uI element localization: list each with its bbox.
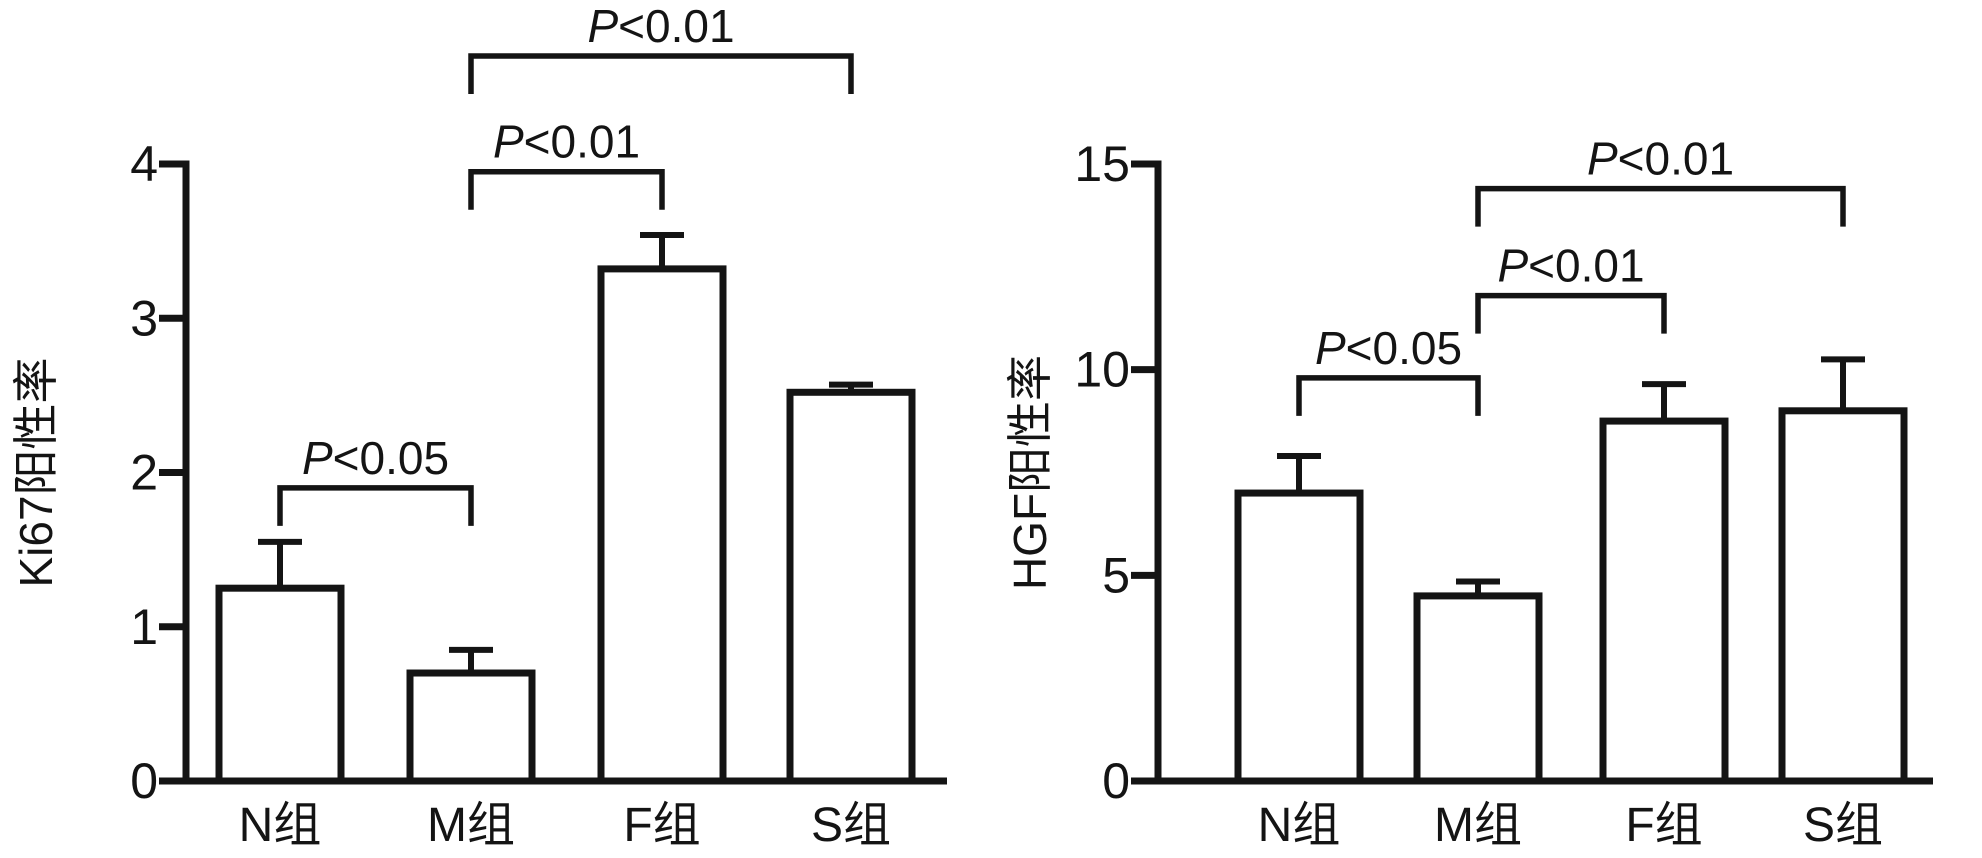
category-label: M组 <box>1434 799 1522 852</box>
y-tick-label: 0 <box>130 753 158 809</box>
significance-bracket <box>1475 185 1846 227</box>
significance-label: P<0.05 <box>302 432 449 484</box>
y-axis-label: HGF阳性率 <box>1004 355 1056 590</box>
category-label: F组 <box>1625 799 1702 852</box>
significance-label: P<0.01 <box>1497 240 1644 292</box>
y-tick-label: 5 <box>1102 547 1130 603</box>
bar-F组 <box>597 265 727 785</box>
y-tick-label: 10 <box>1074 342 1130 398</box>
significance-label: P<0.05 <box>1315 322 1462 374</box>
bar-F组 <box>1599 417 1729 785</box>
significance-label: P<0.01 <box>493 116 640 168</box>
y-axis-label: Ki67阳性率 <box>10 357 62 587</box>
category-label: F组 <box>623 799 700 852</box>
y-tick-label: 1 <box>130 599 158 655</box>
ki67-chart: N组 M组 F组 S组 0 1 2 3 4 Ki67阳性率 P<0.05 P<0.01 P<0.01 <box>10 0 947 852</box>
significance-bracket <box>277 485 474 526</box>
significance-bracket <box>468 168 665 210</box>
y-tick-label: 0 <box>1102 753 1130 809</box>
hgf-chart: N组 M组 F组 S组 0 5 10 15 HGF阳性率 P<0.05 P<0.01 P<0.01 <box>1004 133 1933 852</box>
bar-M组 <box>406 669 536 785</box>
category-label: M组 <box>427 799 515 852</box>
y-tick-label: 15 <box>1074 136 1130 192</box>
significance-label: P<0.01 <box>587 0 734 52</box>
bar-N组 <box>215 584 345 785</box>
category-label: N组 <box>1258 799 1341 852</box>
bar-S组 <box>786 388 916 785</box>
y-tick-label: 4 <box>130 136 158 192</box>
y-tick-label: 3 <box>130 290 158 346</box>
bar-M组 <box>1413 592 1543 785</box>
significance-bracket <box>1475 292 1667 334</box>
bar-N组 <box>1234 489 1364 785</box>
category-label: S组 <box>811 799 891 852</box>
category-label: S组 <box>1803 799 1883 852</box>
significance-label: P<0.01 <box>1587 133 1734 185</box>
category-label: N组 <box>239 799 322 852</box>
significance-bracket <box>1296 375 1481 416</box>
y-tick-label: 2 <box>130 445 158 501</box>
bar-S组 <box>1778 407 1908 785</box>
significance-bracket <box>468 53 854 95</box>
